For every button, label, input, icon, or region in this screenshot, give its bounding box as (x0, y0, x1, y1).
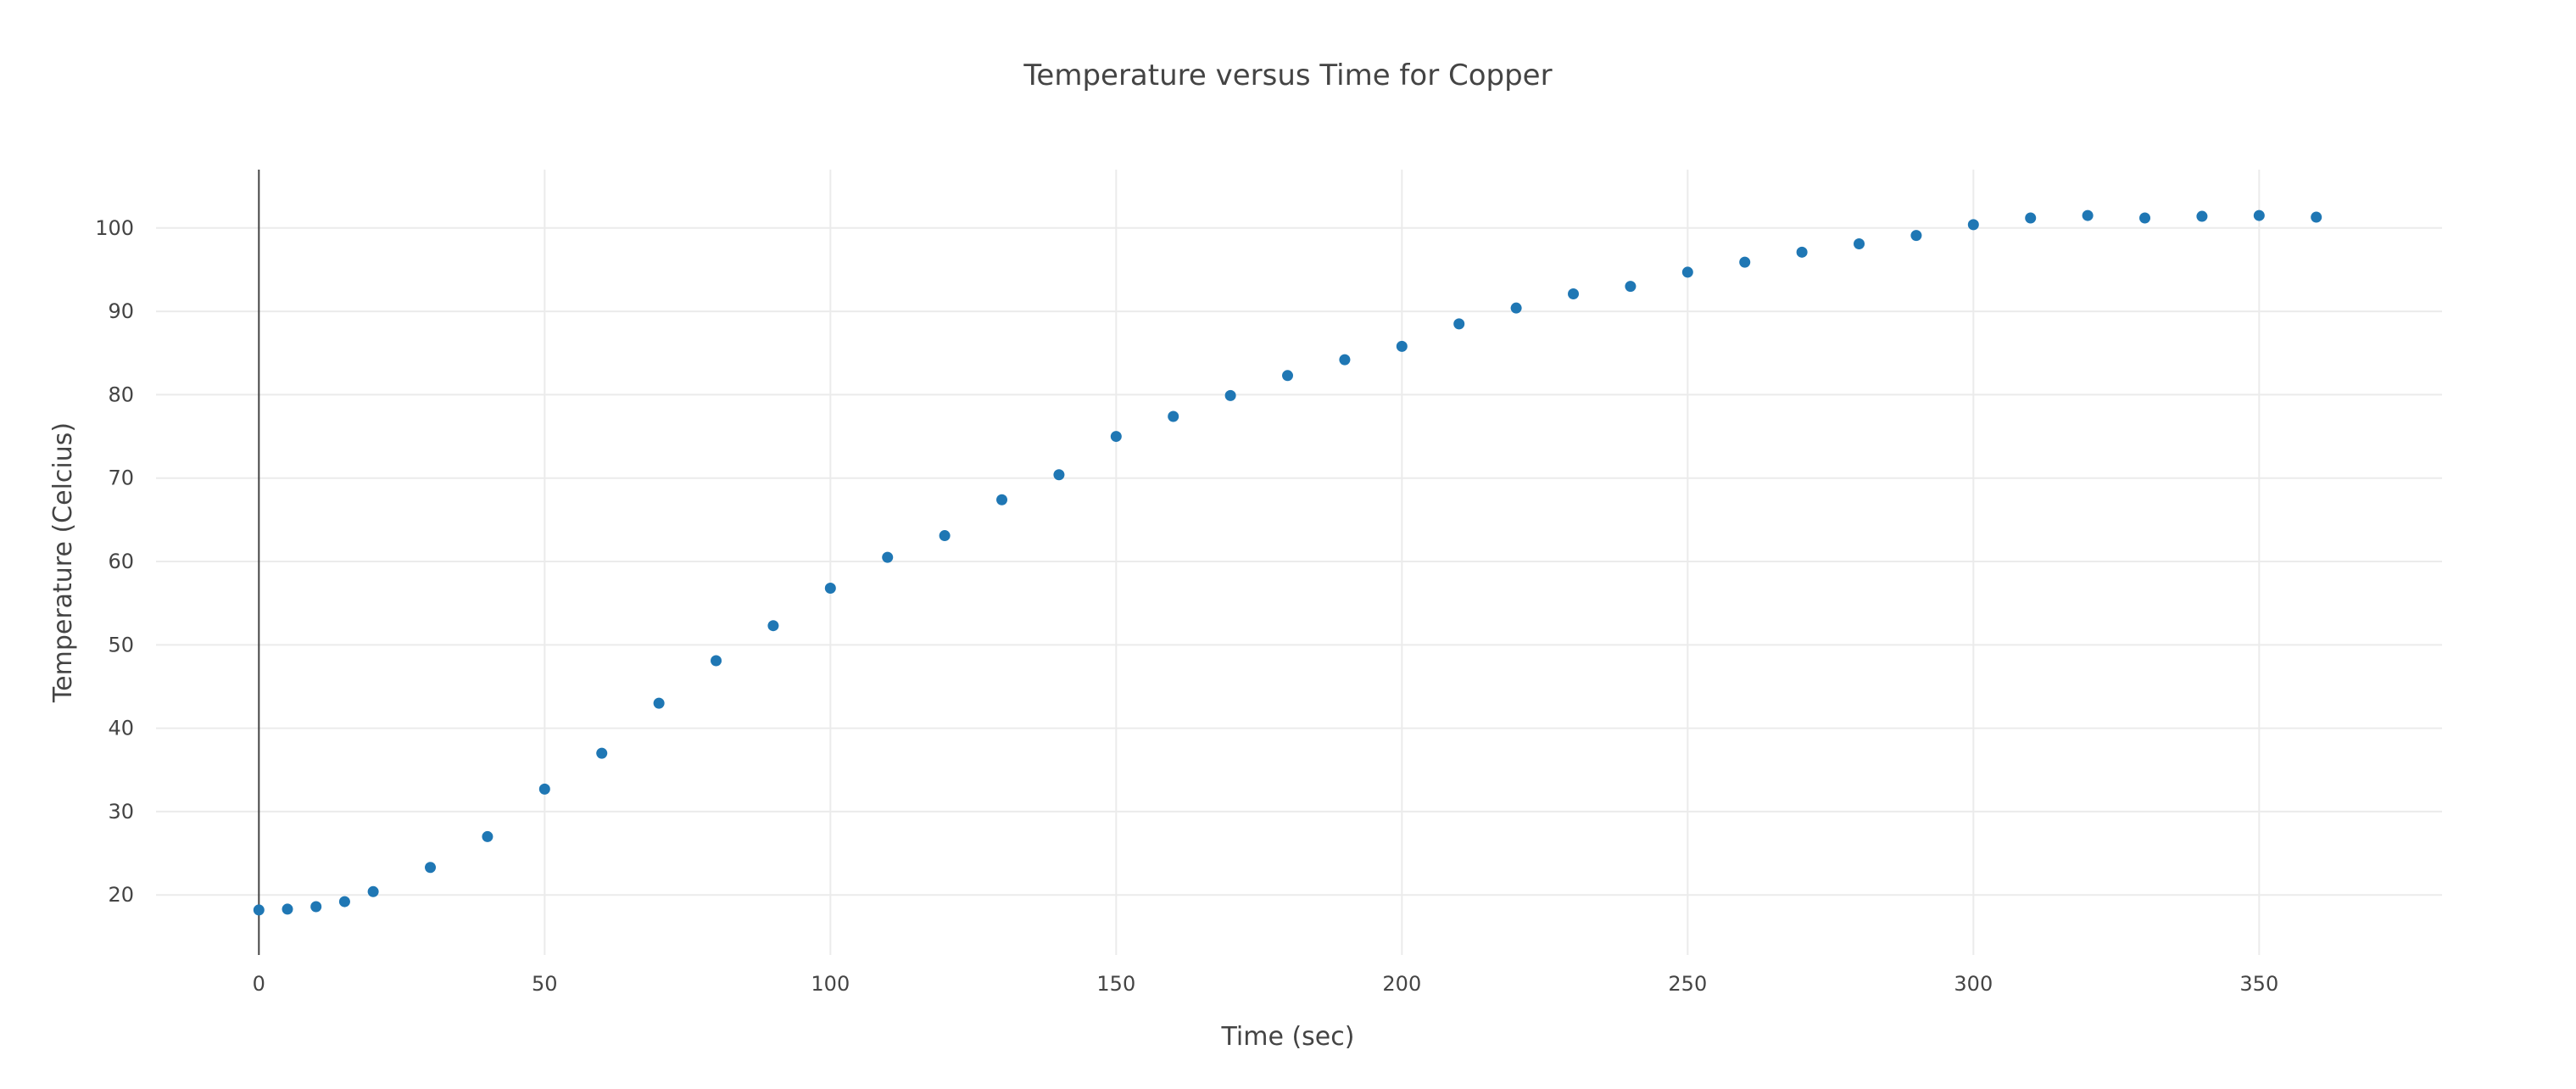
data-point (2253, 209, 2265, 221)
y-axis-title: Temperature (Celcius) (48, 422, 78, 703)
data-point (2139, 212, 2151, 224)
data-point (253, 904, 265, 916)
y-tick-label: 80 (108, 383, 134, 406)
data-point (824, 582, 836, 594)
data-point (596, 747, 608, 759)
data-point (367, 885, 379, 897)
data-point (282, 903, 293, 915)
data-point (1510, 302, 1522, 314)
y-tick-label: 20 (108, 883, 134, 907)
x-tick-label: 100 (811, 972, 850, 996)
data-point (2196, 210, 2208, 222)
data-point (310, 901, 322, 913)
y-tick-label: 90 (108, 299, 134, 323)
data-point (1796, 246, 1808, 258)
data-point (1681, 266, 1693, 278)
data-point (711, 655, 722, 667)
data-point (2082, 209, 2094, 221)
data-point (1739, 256, 1751, 268)
data-point (1224, 389, 1236, 401)
data-point (1568, 288, 1580, 299)
data-point (1453, 318, 1465, 330)
data-point (996, 494, 1008, 505)
data-point (1168, 410, 1179, 422)
data-point (939, 530, 951, 542)
x-axis-title: Time (sec) (1221, 1022, 1355, 1052)
data-point (1910, 230, 1922, 242)
y-tick-label: 30 (108, 800, 134, 824)
data-point (1854, 237, 1865, 249)
data-point (2025, 212, 2037, 224)
x-tick-label: 150 (1096, 972, 1135, 996)
x-tick-label: 0 (253, 972, 265, 996)
x-tick-label: 200 (1382, 972, 1421, 996)
y-tick-label: 70 (108, 466, 134, 490)
x-axis-ticks: 0 50 100 150 200 250 300 350 (253, 972, 2279, 996)
x-tick-label: 350 (2239, 972, 2278, 996)
y-axis-ticks: 20 30 40 50 60 70 80 90 100 (95, 216, 134, 907)
data-point (882, 551, 894, 563)
grid-lines (156, 170, 2442, 955)
data-point (425, 862, 437, 874)
data-point (538, 783, 550, 795)
data-point (2311, 211, 2322, 223)
data-point (653, 697, 665, 709)
data-point (1339, 354, 1351, 366)
data-point (1967, 219, 1979, 231)
data-point (338, 896, 350, 908)
data-point (1053, 469, 1065, 481)
chart-title: Temperature versus Time for Copper (1023, 59, 1552, 92)
x-tick-label: 50 (532, 972, 558, 996)
data-point (767, 620, 779, 632)
y-tick-label: 50 (108, 633, 134, 656)
data-point (1110, 431, 1122, 443)
y-tick-label: 40 (108, 717, 134, 740)
data-point (482, 830, 493, 842)
x-tick-label: 250 (1668, 972, 1707, 996)
scatter-series (253, 209, 2322, 916)
data-point (1282, 370, 1294, 382)
y-tick-label: 60 (108, 550, 134, 573)
y-tick-label: 100 (95, 216, 134, 240)
data-point (1625, 281, 1636, 293)
x-tick-label: 300 (1954, 972, 1993, 996)
data-point (1396, 340, 1408, 352)
